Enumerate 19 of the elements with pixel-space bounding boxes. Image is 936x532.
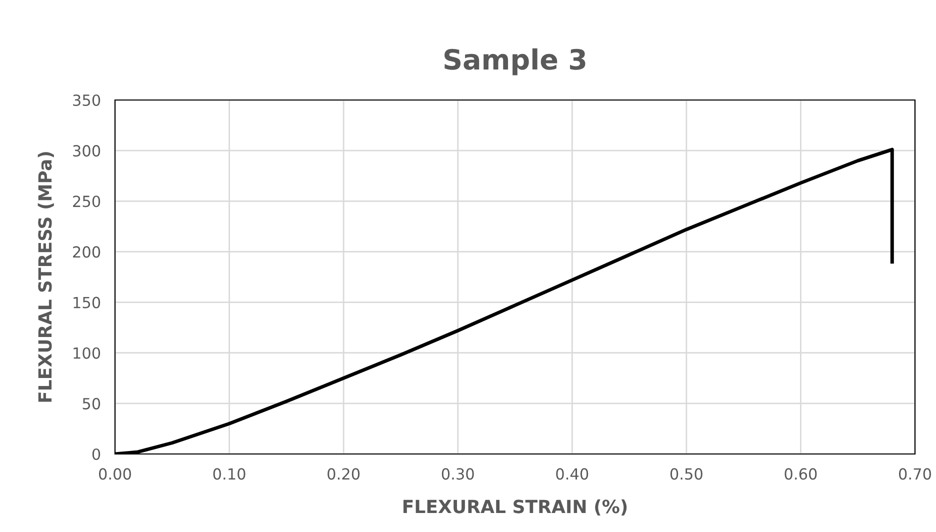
x-tick-label: 0.70: [899, 468, 931, 480]
y-tick-label: 300: [73, 145, 100, 157]
x-tick-label: 0.60: [784, 468, 817, 480]
y-tick-label: 150: [74, 296, 100, 308]
x-tick-label: 0.00: [99, 468, 131, 480]
y-axis-title: FLEXURAL STRESS (MPa): [38, 152, 54, 402]
x-tick-label: 0.50: [670, 468, 702, 480]
x-tick-label: 0.10: [213, 468, 246, 480]
y-tick-label: 350: [73, 94, 100, 106]
y-tick-label: 250: [73, 196, 100, 208]
x-tick-label: 0.40: [556, 468, 588, 480]
x-axis-title: FLEXURAL STRAIN (%): [403, 499, 627, 516]
x-tick-label: 0.20: [328, 468, 360, 480]
x-tick-label: 0.30: [442, 468, 474, 480]
y-tick-label: 50: [82, 398, 100, 410]
y-tick-label: 100: [74, 347, 100, 359]
chart-title: Sample 3: [444, 48, 586, 76]
y-tick-label: 200: [73, 246, 100, 258]
y-tick-label: 0: [92, 448, 100, 460]
